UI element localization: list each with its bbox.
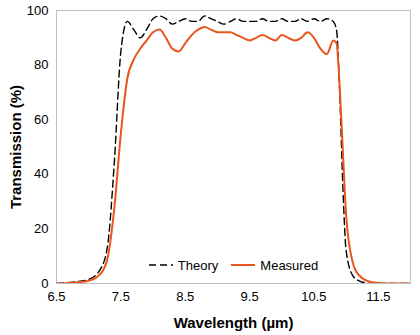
svg-text:11.5: 11.5 bbox=[366, 289, 390, 304]
svg-text:Transmission (%): Transmission (%) bbox=[7, 85, 24, 209]
html-text:Measured: Measured bbox=[260, 257, 319, 273]
svg-text:80: 80 bbox=[34, 57, 48, 72]
svg-text:6.5: 6.5 bbox=[47, 289, 65, 304]
svg-text:Wavelength (µm): Wavelength (µm) bbox=[174, 314, 294, 331]
svg-text:9.5: 9.5 bbox=[241, 289, 259, 304]
svg-text:10.5: 10.5 bbox=[301, 289, 326, 304]
svg-text:20: 20 bbox=[34, 221, 48, 236]
svg-text:8.5: 8.5 bbox=[176, 289, 194, 304]
svg-text:40: 40 bbox=[34, 166, 48, 181]
svg-text:0: 0 bbox=[41, 275, 49, 291]
svg-text:60: 60 bbox=[34, 112, 48, 127]
svg-text:7.5: 7.5 bbox=[112, 289, 130, 304]
html-text:Theory: Theory bbox=[177, 257, 219, 273]
svg-text:100: 100 bbox=[27, 3, 49, 18]
